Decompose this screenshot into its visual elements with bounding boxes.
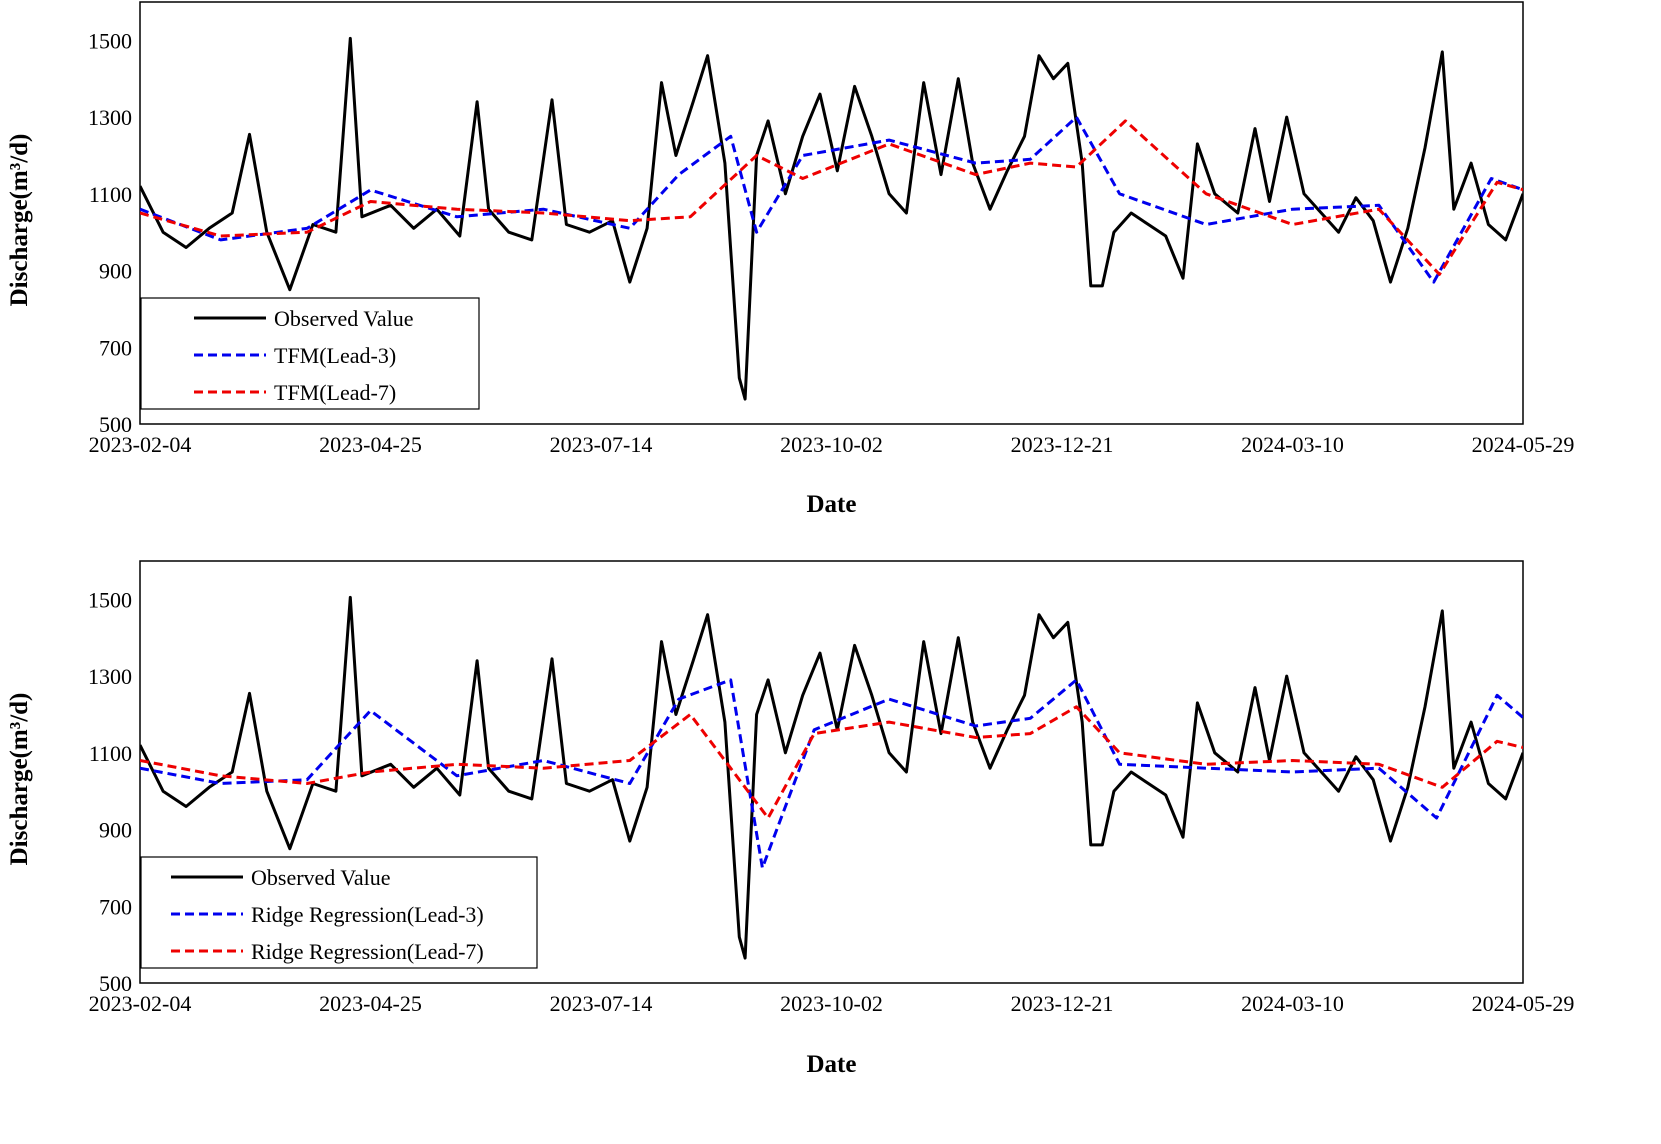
- x-tick-label: 2024-03-10: [1241, 432, 1344, 457]
- x-tick-label: 2024-05-29: [1472, 991, 1575, 1016]
- x-tick-label: 2023-07-14: [550, 991, 653, 1016]
- chart-bottom: 500 700 900 1100 1300 1500 2023-02-04 2023-04-2…: [6, 560, 1575, 1078]
- series-line-ridge-regression-lead-3-: [140, 678, 1523, 870]
- series-line-observed-value: [140, 36, 1523, 401]
- legend-label: Observed Value: [251, 865, 391, 890]
- y-tick-label: 1500: [88, 587, 132, 612]
- legend: Observed Value Ridge Regression(Lead-3) Ri…: [140, 856, 538, 969]
- series-line-ridge-regression-lead-7-: [140, 705, 1523, 820]
- x-tick-label: 2023-02-04: [89, 432, 192, 457]
- legend-label: Ridge Regression(Lead-7): [251, 939, 484, 964]
- y-tick-label: 700: [99, 894, 132, 919]
- x-tick-label: 2024-05-29: [1472, 432, 1575, 457]
- y-tick-label: 1100: [89, 741, 132, 766]
- chart-top: 500 700 900 1100 1300 1500 2023-02-04 2023-04-2…: [6, 1, 1575, 518]
- x-tick-label: 2023-04-25: [319, 432, 422, 457]
- y-tick-label: 500: [99, 971, 132, 996]
- x-axis-title: Date: [807, 491, 857, 518]
- y-tick-label: 900: [99, 818, 132, 843]
- legend-label: Ridge Regression(Lead-3): [251, 902, 484, 927]
- x-tick-label: 2023-07-14: [550, 432, 653, 457]
- x-tick-label: 2023-12-21: [1011, 991, 1114, 1016]
- y-tick-label: 1500: [88, 28, 132, 53]
- y-tick-label: 1100: [89, 182, 132, 207]
- x-tick-label: 2023-04-25: [319, 991, 422, 1016]
- y-tick-label: 500: [99, 412, 132, 437]
- y-tick-label: 900: [99, 259, 132, 284]
- y-axis-title: Discharge(m³/d): [6, 134, 33, 307]
- x-tick-label: 2023-10-02: [780, 432, 883, 457]
- x-axis-title: Date: [807, 1051, 857, 1078]
- legend-label: TFM(Lead-3): [274, 343, 396, 368]
- series-line-tfm-lead-3-: [140, 115, 1523, 284]
- x-tick-label: 2023-10-02: [780, 991, 883, 1016]
- y-axis-title: Discharge(m³/d): [6, 693, 33, 866]
- x-tick-label: 2023-02-04: [89, 991, 192, 1016]
- x-tick-label: 2023-12-21: [1011, 432, 1114, 457]
- legend: Observed Value TFM(Lead-3) TFM(Lead-7): [140, 297, 480, 410]
- legend-label: TFM(Lead-7): [274, 380, 396, 405]
- y-tick-label: 1300: [88, 105, 132, 130]
- legend-label: Observed Value: [274, 306, 414, 331]
- series-line-observed-value: [140, 595, 1523, 960]
- y-tick-label: 700: [99, 335, 132, 360]
- y-tick-label: 1300: [88, 664, 132, 689]
- x-tick-label: 2024-03-10: [1241, 991, 1344, 1016]
